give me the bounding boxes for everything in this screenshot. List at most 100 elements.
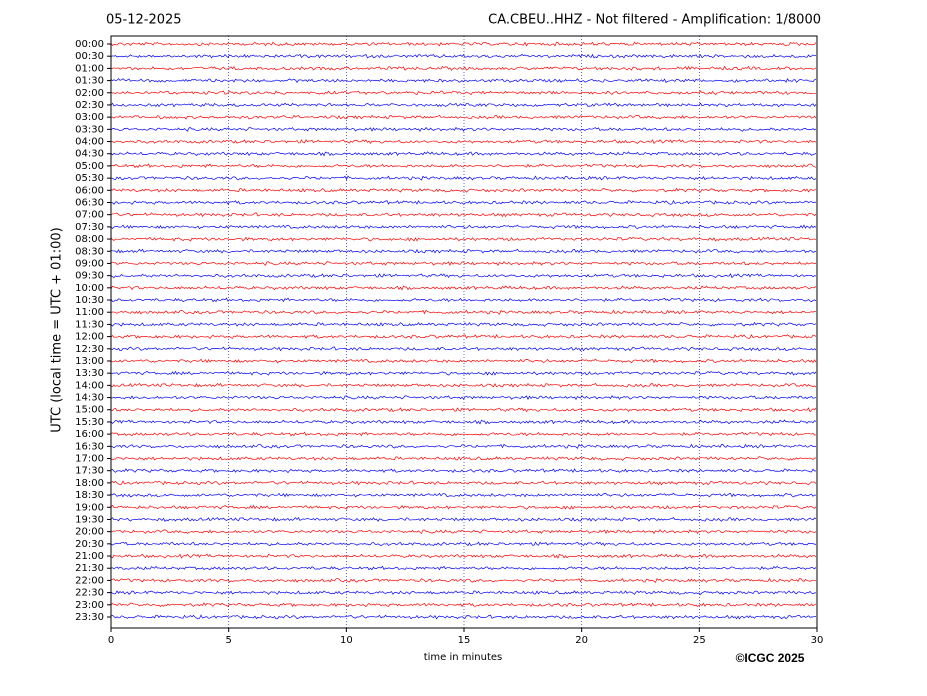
trace bbox=[110, 553, 817, 559]
trace bbox=[110, 407, 817, 413]
trace bbox=[110, 163, 817, 169]
y-tick-label: 10:00 bbox=[75, 283, 104, 294]
y-tick-label: 16:30 bbox=[75, 441, 104, 452]
y-tick-label: 09:30 bbox=[75, 271, 104, 282]
y-tick-label: 16:00 bbox=[75, 429, 104, 440]
x-tick-label: 5 bbox=[225, 635, 231, 646]
trace bbox=[110, 273, 817, 279]
trace bbox=[110, 577, 817, 583]
trace bbox=[110, 602, 817, 608]
trace bbox=[110, 175, 817, 181]
trace bbox=[110, 480, 817, 486]
y-tick-label: 12:00 bbox=[75, 332, 104, 343]
y-tick-label: 11:30 bbox=[75, 319, 104, 330]
trace bbox=[110, 517, 817, 522]
trace bbox=[110, 212, 817, 218]
trace bbox=[110, 309, 817, 315]
trace bbox=[110, 468, 817, 474]
trace bbox=[110, 126, 817, 132]
trace bbox=[110, 236, 817, 242]
x-tick-label: 20 bbox=[575, 635, 588, 646]
y-axis-label: UTC (local time = UTC + 01:00) bbox=[50, 227, 65, 432]
y-tick-label: 00:00 bbox=[75, 39, 104, 50]
trace bbox=[110, 78, 817, 84]
trace bbox=[110, 395, 817, 401]
station-title: CA.CBEU..HHZ - Not filtered - Amplificat… bbox=[488, 13, 821, 28]
y-tick-label: 00:30 bbox=[75, 51, 104, 62]
x-tick-label: 25 bbox=[693, 635, 706, 646]
y-tick-label: 08:30 bbox=[75, 246, 104, 257]
trace bbox=[110, 321, 817, 327]
trace bbox=[110, 504, 817, 510]
y-tick-label: 05:30 bbox=[75, 173, 104, 184]
y-tick-label: 13:00 bbox=[75, 356, 104, 367]
trace bbox=[110, 492, 817, 498]
trace bbox=[110, 333, 817, 339]
y-tick-label: 18:00 bbox=[75, 478, 104, 489]
y-tick-label: 19:30 bbox=[75, 514, 104, 525]
x-tick-label: 15 bbox=[458, 635, 471, 646]
trace bbox=[110, 187, 817, 193]
x-tick-label: 0 bbox=[108, 635, 114, 646]
trace bbox=[110, 297, 817, 303]
trace bbox=[110, 224, 817, 230]
trace bbox=[110, 419, 817, 425]
trace bbox=[110, 358, 817, 364]
x-tick-label: 10 bbox=[340, 635, 353, 646]
trace bbox=[110, 346, 817, 352]
trace bbox=[110, 90, 817, 96]
y-tick-label: 02:30 bbox=[75, 100, 104, 111]
y-tick-label: 17:30 bbox=[75, 466, 104, 477]
trace bbox=[110, 248, 817, 254]
y-tick-label: 09:00 bbox=[75, 258, 104, 269]
y-tick-label: 05:00 bbox=[75, 161, 104, 172]
y-tick-label: 20:30 bbox=[75, 539, 104, 550]
y-tick-label: 06:00 bbox=[75, 185, 104, 196]
copyright: ©ICGC 2025 bbox=[736, 651, 805, 665]
trace bbox=[110, 541, 817, 547]
y-tick-label: 08:00 bbox=[75, 234, 104, 245]
y-tick-label: 18:30 bbox=[75, 490, 104, 501]
y-tick-label: 15:00 bbox=[75, 405, 104, 416]
y-tick-label: 06:30 bbox=[75, 197, 104, 208]
y-tick-label: 01:00 bbox=[75, 63, 104, 74]
y-tick-label: 17:00 bbox=[75, 454, 104, 465]
y-tick-label: 07:00 bbox=[75, 210, 104, 221]
trace bbox=[110, 285, 817, 291]
y-tick-label: 19:00 bbox=[75, 502, 104, 513]
y-tick-label: 21:00 bbox=[75, 551, 104, 562]
y-tick-label: 20:00 bbox=[75, 527, 104, 538]
y-tick-label: 13:30 bbox=[75, 368, 104, 379]
y-tick-label: 04:00 bbox=[75, 137, 104, 148]
y-tick-label: 15:30 bbox=[75, 417, 104, 428]
y-tick-label: 12:30 bbox=[75, 344, 104, 355]
y-tick-label: 01:30 bbox=[75, 76, 104, 87]
y-tick-label: 11:00 bbox=[75, 307, 104, 318]
date-title: 05-12-2025 bbox=[106, 13, 182, 28]
trace bbox=[110, 139, 817, 145]
trace bbox=[110, 565, 817, 571]
trace bbox=[110, 590, 817, 595]
trace bbox=[110, 41, 817, 47]
y-tick-label: 07:30 bbox=[75, 222, 104, 233]
trace bbox=[110, 114, 817, 120]
trace bbox=[110, 614, 817, 620]
y-tick-label: 14:00 bbox=[75, 380, 104, 391]
trace bbox=[110, 370, 817, 376]
y-tick-label: 03:00 bbox=[75, 112, 104, 123]
trace bbox=[110, 151, 817, 157]
y-tick-label: 23:30 bbox=[75, 612, 104, 623]
trace bbox=[110, 382, 817, 388]
trace bbox=[110, 443, 817, 449]
trace bbox=[110, 529, 817, 535]
y-tick-label: 04:30 bbox=[75, 149, 104, 160]
plot-area bbox=[110, 36, 818, 628]
trace bbox=[110, 65, 817, 71]
y-tick-label: 23:00 bbox=[75, 600, 104, 611]
y-tick-label: 22:30 bbox=[75, 588, 104, 599]
y-tick-label: 14:30 bbox=[75, 393, 104, 404]
x-axis-label: time in minutes bbox=[424, 652, 503, 663]
y-tick-label: 10:30 bbox=[75, 295, 104, 306]
trace bbox=[110, 53, 817, 59]
